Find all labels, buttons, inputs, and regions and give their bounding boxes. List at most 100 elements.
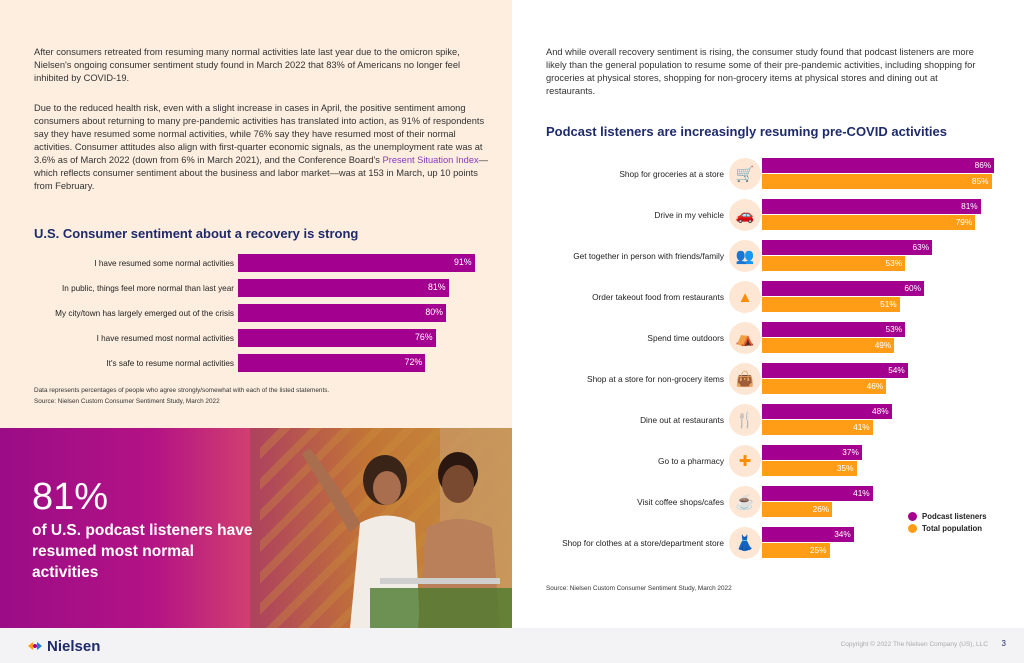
activity-row: Spend time outdoors 53% 49% ⛺ [0, 322, 1024, 358]
promo-stat: 81% [32, 476, 109, 518]
sentiment-bar: 72% [238, 354, 426, 372]
present-situation-index-link[interactable]: Present Situation Index [382, 155, 479, 165]
total-population-value: 41% [853, 422, 870, 432]
podcast-listeners-value: 48% [871, 406, 889, 416]
podcast-listeners-bar: 48% [762, 404, 892, 419]
intro-paragraph: After consumers retreated from resuming … [34, 47, 461, 83]
total-population-value: 25% [809, 545, 827, 555]
activity-row: Shop at a store for non-grocery items 54%… [0, 363, 1024, 399]
activity-row: Order takeout food from restaurants 60% 51… [0, 281, 1024, 317]
podcast-listeners-value: 34% [834, 529, 851, 539]
pharmacy-icon: ✚ [729, 445, 761, 477]
total-population-bar: 79% [762, 215, 976, 230]
legend-podcast-label: Podcast listeners [922, 512, 987, 521]
podcast-listeners-bar: 53% [762, 322, 906, 337]
sentiment-paragraph-end: —which reflects consumer sentiment about… [34, 155, 488, 191]
total-population-value: 49% [874, 340, 892, 350]
sentiment-paragraph-text: Due to the reduced health risk, even wit… [34, 103, 485, 165]
sentiment-bar-label: It's safe to resume normal activities [106, 359, 234, 368]
sentiment-bar-value: 72% [404, 357, 423, 367]
sentiment-bar-row: In public, things feel more normal than … [0, 279, 512, 299]
podcast-listeners-value: 53% [885, 324, 903, 334]
sentiment-paragraph: Due to the reduced health risk, even wit… [34, 102, 489, 193]
sentiment-bar: 76% [238, 329, 436, 347]
total-population-bar: 41% [762, 420, 873, 435]
activity-label: Drive in my vehicle [654, 210, 724, 220]
podcast-listeners-bar: 60% [762, 281, 924, 296]
total-population-value: 26% [812, 504, 830, 514]
podcast-listeners-bar: 54% [762, 363, 908, 378]
activity-label: Get together in person with friends/fami… [573, 251, 724, 261]
dress-icon: 👗 [729, 527, 761, 559]
promo-stat-text: of U.S. podcast listeners have resumed m… [32, 522, 253, 581]
podcast-listeners-bar: 63% [762, 240, 933, 255]
total-population-bar: 26% [762, 502, 833, 517]
activity-label: Dine out at restaurants [640, 415, 724, 425]
tree-icon: ▲ [729, 281, 761, 313]
total-population-value: 85% [971, 176, 989, 186]
total-population-value: 53% [885, 258, 903, 268]
activity-row: Drive in my vehicle 81% 79% 🚗 [0, 199, 1024, 235]
total-population-value: 46% [866, 381, 884, 391]
sentiment-chart-note: Data represents percentages of people wh… [34, 387, 330, 394]
sentiment-bar: 91% [238, 254, 475, 272]
sentiment-bar-value: 91% [453, 257, 472, 267]
sentiment-bar-value: 80% [425, 307, 443, 317]
car-icon: 🚗 [729, 199, 761, 231]
left-panel: After consumers retreated from resuming … [0, 0, 512, 428]
activity-label: Shop at a store for non-grocery items [587, 374, 724, 384]
sentiment-bar-row: My city/town has largely emerged out of … [0, 304, 512, 324]
legend-total-population: Total population [908, 524, 982, 533]
nielsen-logo[interactable]: Nielsen [28, 637, 100, 655]
podcast-listeners-value: 81% [961, 201, 978, 211]
activity-row: Shop for clothes at a store/department s… [0, 527, 1024, 563]
activity-label: Shop for groceries at a store [619, 169, 724, 179]
total-population-bar: 46% [762, 379, 887, 394]
activity-row: Go to a pharmacy 37% 35% ✚ [0, 445, 1024, 481]
cart-icon: 🛒 [729, 158, 761, 190]
legend-total-label: Total population [922, 524, 983, 533]
podcast-listeners-value: 86% [974, 160, 992, 170]
nielsen-logo-icon [28, 642, 42, 650]
podcast-listeners-value: 60% [904, 283, 921, 293]
podcast-paragraph: And while overall recovery sentiment is … [546, 47, 976, 96]
activity-label: Visit coffee shops/cafes [637, 497, 724, 507]
sentiment-bar-label: In public, things feel more normal than … [61, 284, 234, 293]
dining-icon: 🍴 [729, 404, 761, 436]
nielsen-logo-text: Nielsen [47, 637, 101, 655]
activity-label: Shop for clothes at a store/department s… [562, 538, 724, 548]
coffee-icon: ☕ [729, 486, 761, 518]
sentiment-chart-source: Source: Nielsen Custom Consumer Sentimen… [34, 398, 220, 405]
total-population-value: 79% [955, 217, 973, 227]
activity-label: Order takeout food from restaurants [592, 292, 724, 302]
activity-row: Get together in person with friends/fami… [0, 240, 1024, 276]
total-population-bar: 85% [762, 174, 992, 189]
promo-photo-block: 81% of U.S. podcast listeners have resum… [0, 428, 512, 628]
copyright: Copyright © 2022 The Nielsen Company (US… [840, 641, 988, 648]
sentiment-bar-label: I have resumed most normal activities [96, 334, 234, 343]
total-population-value: 35% [836, 463, 854, 473]
sentiment-bar-row: I have resumed most normal activities 76% [0, 329, 512, 349]
footer: Nielsen Copyright © 2022 The Nielsen Com… [0, 628, 1024, 663]
podcast-listeners-value: 63% [912, 242, 930, 252]
podcast-listeners-value: 41% [853, 488, 870, 498]
activity-label: Spend time outdoors [647, 333, 724, 343]
total-population-bar: 53% [762, 256, 906, 271]
sentiment-bar-value: 81% [427, 282, 446, 292]
sentiment-bar-row: I have resumed some normal activities 91% [0, 254, 512, 274]
sentiment-bar-row: It's safe to resume normal activities 72% [0, 354, 512, 374]
bag-icon: 👜 [729, 363, 761, 395]
sentiment-bar: 80% [238, 304, 446, 322]
sentiment-chart-title: U.S. Consumer sentiment about a recovery… [34, 226, 359, 241]
total-population-value: 51% [880, 299, 897, 309]
legend-total-dot [908, 524, 917, 533]
sentiment-bar-label: My city/town has largely emerged out of … [55, 309, 234, 318]
podcast-listeners-value: 37% [842, 447, 859, 457]
people-icon: 👥 [729, 240, 761, 272]
shoppers-photo [250, 428, 512, 628]
podcast-listeners-bar: 34% [762, 527, 854, 542]
legend-podcast-listeners: Podcast listeners [908, 512, 987, 521]
right-panel [512, 0, 1024, 628]
sentiment-bar: 81% [238, 279, 449, 297]
podcast-listeners-bar: 41% [762, 486, 873, 501]
